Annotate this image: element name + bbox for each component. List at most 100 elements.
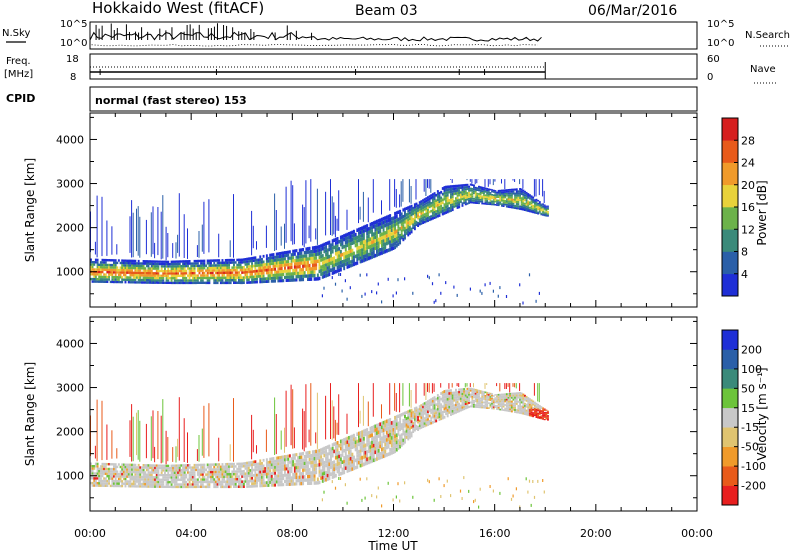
power-cell (418, 208, 421, 211)
velocity-cell (145, 480, 148, 483)
power-cell (328, 258, 331, 262)
power-cell (415, 205, 418, 208)
velocity-ground-scatter (346, 501, 348, 505)
velocity-cell (193, 480, 196, 484)
power-cell (196, 262, 199, 265)
velocity-cell (422, 410, 425, 414)
power-cell (257, 264, 260, 267)
power-cell (450, 195, 452, 199)
power-cell (543, 209, 546, 211)
power-cell (315, 277, 318, 281)
power-cell (468, 199, 471, 202)
power-cell (478, 202, 480, 205)
power-cell (267, 280, 270, 283)
velocity-streak (94, 445, 96, 459)
power-cell (348, 257, 351, 261)
power-cell (532, 198, 535, 200)
power-cell (195, 264, 198, 268)
velocity-cell (382, 454, 385, 459)
velocity-cell (261, 464, 263, 468)
power-cell (288, 275, 291, 279)
velocity-cell (157, 485, 160, 488)
velocity-cell (195, 483, 198, 486)
velocity-cell (445, 406, 448, 410)
power-cell (440, 210, 443, 214)
power-cell (262, 260, 265, 264)
velocity-cell (109, 467, 112, 471)
velocity-cell (124, 465, 127, 469)
velocity-cell (295, 475, 298, 479)
velocity-cell (111, 477, 114, 480)
power-cell (185, 269, 188, 273)
power-cell (193, 269, 196, 272)
power-cell (528, 196, 531, 198)
velocity-cell (323, 464, 326, 468)
velocity-cell (458, 398, 461, 401)
power-cell (450, 198, 452, 202)
velocity-cell (178, 464, 181, 467)
velocity-cell (311, 464, 314, 468)
velocity-cell (371, 455, 374, 460)
power-ground-scatter (346, 297, 348, 301)
power-cell (109, 263, 112, 267)
power-cell (247, 270, 250, 274)
velocity-cell (448, 397, 451, 401)
power-cell (241, 271, 244, 274)
velocity-cell (93, 479, 96, 482)
power-cell (178, 281, 181, 285)
velocity-cell (295, 482, 298, 486)
velocity-cell (221, 485, 224, 489)
velocity-cell (267, 469, 270, 473)
velocity-cell (145, 468, 148, 472)
velocity-cell (190, 471, 193, 474)
power-streak (302, 204, 304, 246)
power-cell (172, 272, 175, 275)
power-cell (333, 263, 336, 267)
velocity-cell (216, 480, 219, 484)
power-cell (336, 237, 339, 241)
velocity-cell (338, 454, 341, 459)
velocity-streak (145, 423, 147, 459)
power-cell (367, 230, 370, 235)
velocity-cell (213, 470, 216, 474)
velocity-cell (159, 473, 161, 477)
power-cell (221, 279, 224, 282)
power-cell (226, 276, 229, 279)
power-cell (218, 269, 221, 272)
power-cell (387, 233, 390, 238)
power-cell (265, 257, 268, 261)
velocity-cell (351, 467, 354, 471)
velocity-cell (121, 484, 124, 488)
power-cell (196, 269, 199, 272)
power-cell (152, 279, 155, 282)
power-cell (121, 264, 124, 267)
velocity-cell (458, 390, 461, 394)
power-cell (407, 233, 410, 237)
power-cell (339, 253, 342, 258)
velocity-cell (410, 423, 413, 426)
velocity-cell (265, 466, 268, 470)
power-cell (129, 271, 132, 274)
power-cell (427, 196, 429, 199)
power-cell (313, 259, 316, 264)
power-cell (464, 194, 467, 197)
velocity-cell (201, 471, 204, 474)
velocity-streak (372, 383, 374, 417)
velocity-cell (311, 467, 314, 471)
velocity-cell (441, 394, 444, 397)
power-cell (323, 256, 326, 261)
velocity-cell (223, 470, 226, 473)
power-streak (285, 186, 287, 243)
power-cell (385, 230, 388, 235)
power-cell (494, 194, 497, 197)
velocity-cell (399, 417, 402, 421)
power-cell (269, 268, 272, 272)
power-cell (167, 279, 170, 282)
velocity-cell (325, 449, 328, 454)
power-cell (532, 196, 535, 199)
power-cell (246, 278, 249, 282)
power-cell (407, 230, 410, 234)
velocity-cell (359, 441, 362, 446)
power-cell (101, 266, 104, 269)
velocity-cell (463, 407, 466, 411)
